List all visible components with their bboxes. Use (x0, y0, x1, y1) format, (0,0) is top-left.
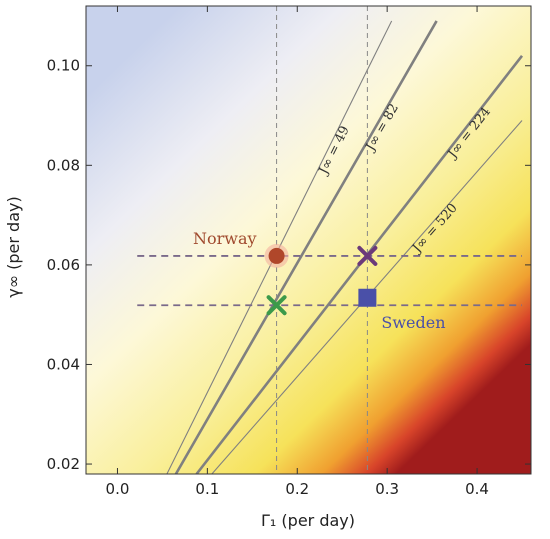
x-tick-label-4: 0.4 (465, 480, 489, 498)
contour-line-1 (174, 20, 438, 474)
x-tick-label-0: 0.0 (106, 480, 130, 498)
plot-area (86, 6, 531, 474)
y-axis-title: γ∞ (per day) (4, 196, 23, 297)
marker-square-3 (358, 288, 377, 307)
heatmap-background (86, 6, 531, 474)
marker-cross-b-1 (357, 245, 378, 266)
country-label-0: Norway (193, 229, 257, 248)
plot-frame (85, 5, 532, 475)
y-tick-label-4: 0.10 (47, 57, 80, 75)
x-tick-label-3: 0.3 (375, 480, 399, 498)
y-tick-label-2: 0.06 (47, 256, 80, 274)
y-tick-label-0: 0.02 (47, 455, 80, 473)
marker-circle-0 (268, 247, 285, 264)
x-tick-label-2: 0.2 (285, 480, 309, 498)
axis-ticks: 0.0 0.1 0.2 0.3 0.4 0.02 0.04 0.06 0.08 0.10 (47, 6, 531, 498)
heatmap-fill (86, 6, 531, 474)
x-axis-title: Γ₁ (per day) (261, 511, 355, 530)
marker-cross-b-2 (266, 295, 287, 316)
country-markers (264, 243, 378, 316)
x-tick-label-1: 0.1 (195, 480, 219, 498)
y-tick-label-1: 0.04 (47, 355, 80, 373)
country-label-3: Sweden (381, 313, 445, 332)
guide-lines (137, 6, 523, 474)
y-tick-label-3: 0.08 (47, 156, 80, 174)
